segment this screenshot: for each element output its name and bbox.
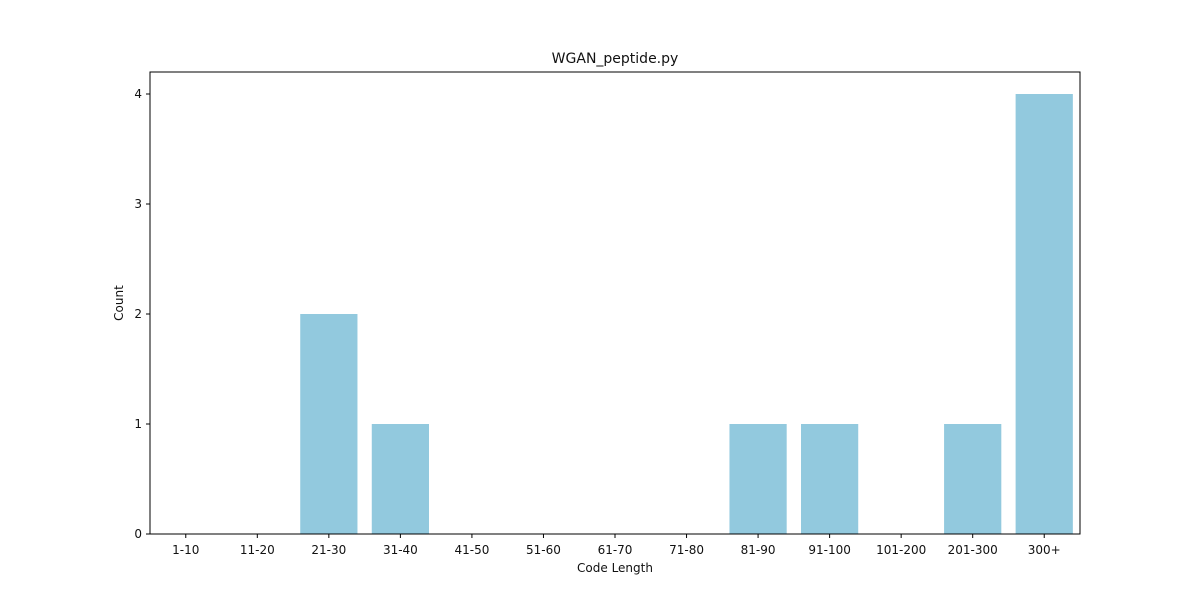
bar-21-30 [300,314,358,534]
y-tick-label: 1 [134,417,142,431]
x-tick-label: 1-10 [172,543,199,557]
x-tick-label: 81-90 [741,543,776,557]
bar-31-40 [371,424,429,534]
x-tick-label: 300+ [1028,543,1061,557]
bar-201-300 [944,424,1002,534]
x-tick-label: 51-60 [526,543,561,557]
y-tick-label: 0 [134,527,142,541]
bar-81-90 [729,424,787,534]
bar-300+ [1015,94,1073,534]
chart-title: WGAN_peptide.py [552,51,679,67]
bars-group [300,94,1073,534]
y-axis-ticks: 0 1 2 3 4 [134,87,150,541]
x-tick-label: 61-70 [598,543,633,557]
x-tick-label: 21-30 [311,543,346,557]
x-tick-label: 31-40 [383,543,418,557]
y-tick-label: 3 [134,197,142,211]
x-tick-label: 91-100 [808,543,851,557]
y-tick-label: 4 [134,87,142,101]
x-tick-label: 11-20 [240,543,275,557]
x-axis-ticks: 1-10 11-20 21-30 31-40 41-50 51-60 61-70 71-80 8… [172,534,1061,557]
y-axis-label: Count [112,285,126,321]
y-tick-label: 2 [134,307,142,321]
x-tick-label: 71-80 [669,543,704,557]
x-tick-label: 41-50 [454,543,489,557]
plot-area-frame [149,71,1081,535]
x-axis-label: Code Length [577,561,653,575]
bar-91-100 [801,424,859,534]
x-tick-label: 201-300 [948,543,998,557]
x-tick-label: 101-200 [876,543,926,557]
